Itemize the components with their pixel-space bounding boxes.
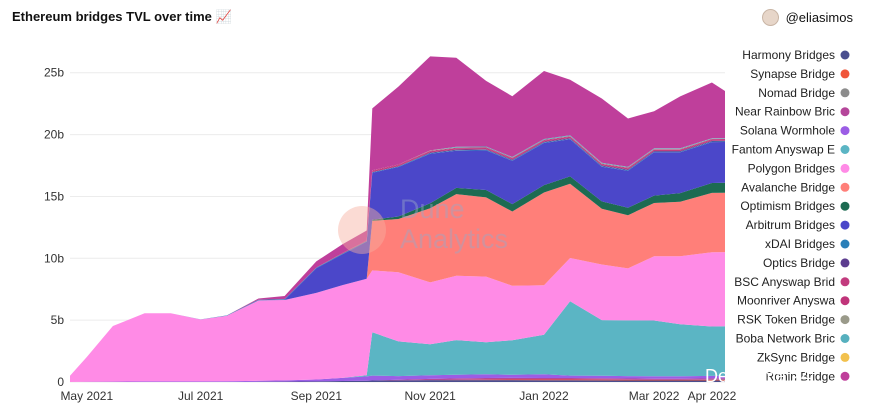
y-axis: 0 5b 10b 15b 20b 25b [44, 66, 64, 389]
legend-label: Harmony Bridges [742, 48, 835, 62]
legend-item-harmony[interactable]: Harmony Bridges [742, 48, 850, 62]
legend-label: BSC Anyswap Brid [734, 275, 835, 289]
x-tick-label: Jan 2022 [519, 389, 569, 403]
corner-watermark: DefiLlama 24 [705, 366, 811, 386]
legend-label: Moonriver Anyswa [737, 294, 835, 308]
legend-label: Nomad Bridge [758, 86, 835, 100]
legend-item-boba[interactable]: Boba Network Bric [736, 332, 850, 346]
series-area-avalanche[interactable]: Avalanche Bridge [70, 183, 725, 376]
series-area-ronin[interactable]: Ronin Bridge [70, 56, 725, 376]
avatar [761, 9, 779, 26]
y-tick-label: 0 [57, 375, 64, 389]
legend-swatch [840, 69, 850, 79]
x-tick-label: Apr 2022 [688, 389, 737, 403]
legend-item-zksync[interactable]: ZkSync Bridge [757, 350, 850, 364]
legend-swatch [840, 201, 850, 211]
legend-item-fantom[interactable]: Fantom Anyswap E [732, 143, 850, 157]
legend-swatch [840, 334, 850, 343]
legend-label: ZkSync Bridge [757, 350, 835, 364]
series-area-polygon[interactable]: Polygon Bridges [70, 252, 725, 382]
legend-swatch [840, 88, 850, 98]
series-area-synapse[interactable]: Synapse Bridge [70, 379, 725, 383]
watermark-line1: Dune [400, 194, 465, 224]
watermark-line2: Analytics [400, 224, 508, 254]
x-tick-label: May 2021 [60, 389, 113, 403]
author-handle: @eliasimos [785, 10, 853, 25]
legend-label: Optimism Bridges [740, 199, 835, 213]
legend-item-optimism[interactable]: Optimism Bridges [740, 199, 850, 213]
dune-watermark: Dune Analytics [338, 194, 508, 254]
dune-logo-icon [338, 206, 386, 254]
legend-item-near[interactable]: Near Rainbow Bric [735, 105, 850, 119]
legend-label: Arbitrum Bridges [746, 218, 835, 232]
series-area-fantom[interactable]: Fantom Anyswap Bridge [70, 301, 725, 382]
x-tick-label: Sep 2021 [291, 389, 343, 403]
y-tick-label: 15b [44, 189, 64, 203]
legend-label: Fantom Anyswap E [732, 143, 835, 157]
x-tick-label: Mar 2022 [629, 389, 680, 403]
legend-swatch [840, 107, 850, 117]
series-area-arbitrum[interactable]: Arbitrum Bridges [70, 139, 725, 376]
legend-label: xDAI Bridges [765, 237, 835, 251]
legend-item-nomad[interactable]: Nomad Bridge [758, 86, 850, 100]
legend-item-xdai[interactable]: xDAI Bridges [765, 237, 850, 251]
legend-swatch [840, 296, 850, 306]
legend-swatch [840, 220, 850, 230]
legend-item-avalanche[interactable]: Avalanche Bridge [741, 180, 850, 194]
y-tick-label: 25b [44, 66, 64, 80]
legend-item-bsc[interactable]: BSC Anyswap Brid [734, 275, 850, 289]
legend-label: Synapse Bridge [750, 67, 835, 81]
series-area-harmony[interactable]: Harmony Bridges [70, 380, 725, 382]
legend-item-optics[interactable]: Optics Bridge [763, 256, 850, 270]
legend-swatch [840, 315, 850, 325]
legend-item-arbitrum[interactable]: Arbitrum Bridges [746, 218, 850, 232]
legend-item-polygon[interactable]: Polygon Bridges [748, 161, 850, 175]
legend-swatch [840, 239, 850, 249]
y-tick-label: 5b [51, 313, 65, 327]
legend-label: Solana Wormhole [740, 124, 835, 138]
legend-swatch [840, 371, 850, 381]
legend-swatch [840, 126, 850, 136]
legend-item-rsk[interactable]: RSK Token Bridge [737, 313, 850, 327]
legend-swatch [840, 163, 850, 173]
legend-swatch [840, 50, 850, 60]
legend-label: Optics Bridge [763, 256, 835, 270]
legend-label: Boba Network Bric [736, 332, 835, 346]
legend-swatch [840, 182, 850, 192]
legend-item-moonriver[interactable]: Moonriver Anyswa [737, 294, 850, 308]
legend-item-solana[interactable]: Solana Wormhole [740, 124, 850, 138]
series-area-optimism[interactable]: Optimism Bridges [70, 176, 725, 376]
legend-label: RSK Token Bridge [737, 313, 835, 327]
x-axis: May 2021 Jul 2021 Sep 2021 Nov 2021 Jan 2022… [60, 389, 736, 403]
legend-label: Polygon Bridges [748, 161, 835, 175]
series-area-solana[interactable]: Solana Wormhole [70, 374, 725, 382]
author-badge[interactable]: @eliasimos [761, 9, 853, 26]
legend-label: Ronin Bridge [766, 369, 836, 383]
legend-swatch [840, 145, 850, 154]
legend[interactable]: Harmony Bridges Synapse Bridge Nomad Bridg… [732, 48, 850, 383]
legend-item-ronin[interactable]: Ronin Bridge [766, 369, 850, 383]
legend-swatch [840, 352, 850, 362]
y-tick-label: 20b [44, 128, 64, 142]
legend-swatch [840, 258, 850, 268]
series-area-near[interactable]: Near Rainbow Bridge [70, 377, 725, 382]
legend-label: Near Rainbow Bric [735, 105, 835, 119]
legend-label: Avalanche Bridge [741, 180, 835, 194]
chart-title: Ethereum bridges TVL over time 📈 [12, 9, 232, 24]
legend-swatch [840, 277, 850, 287]
legend-item-synapse[interactable]: Synapse Bridge [750, 67, 850, 81]
x-tick-label: Nov 2021 [404, 389, 456, 403]
x-tick-label: Jul 2021 [178, 389, 224, 403]
y-tick-label: 10b [44, 251, 64, 265]
